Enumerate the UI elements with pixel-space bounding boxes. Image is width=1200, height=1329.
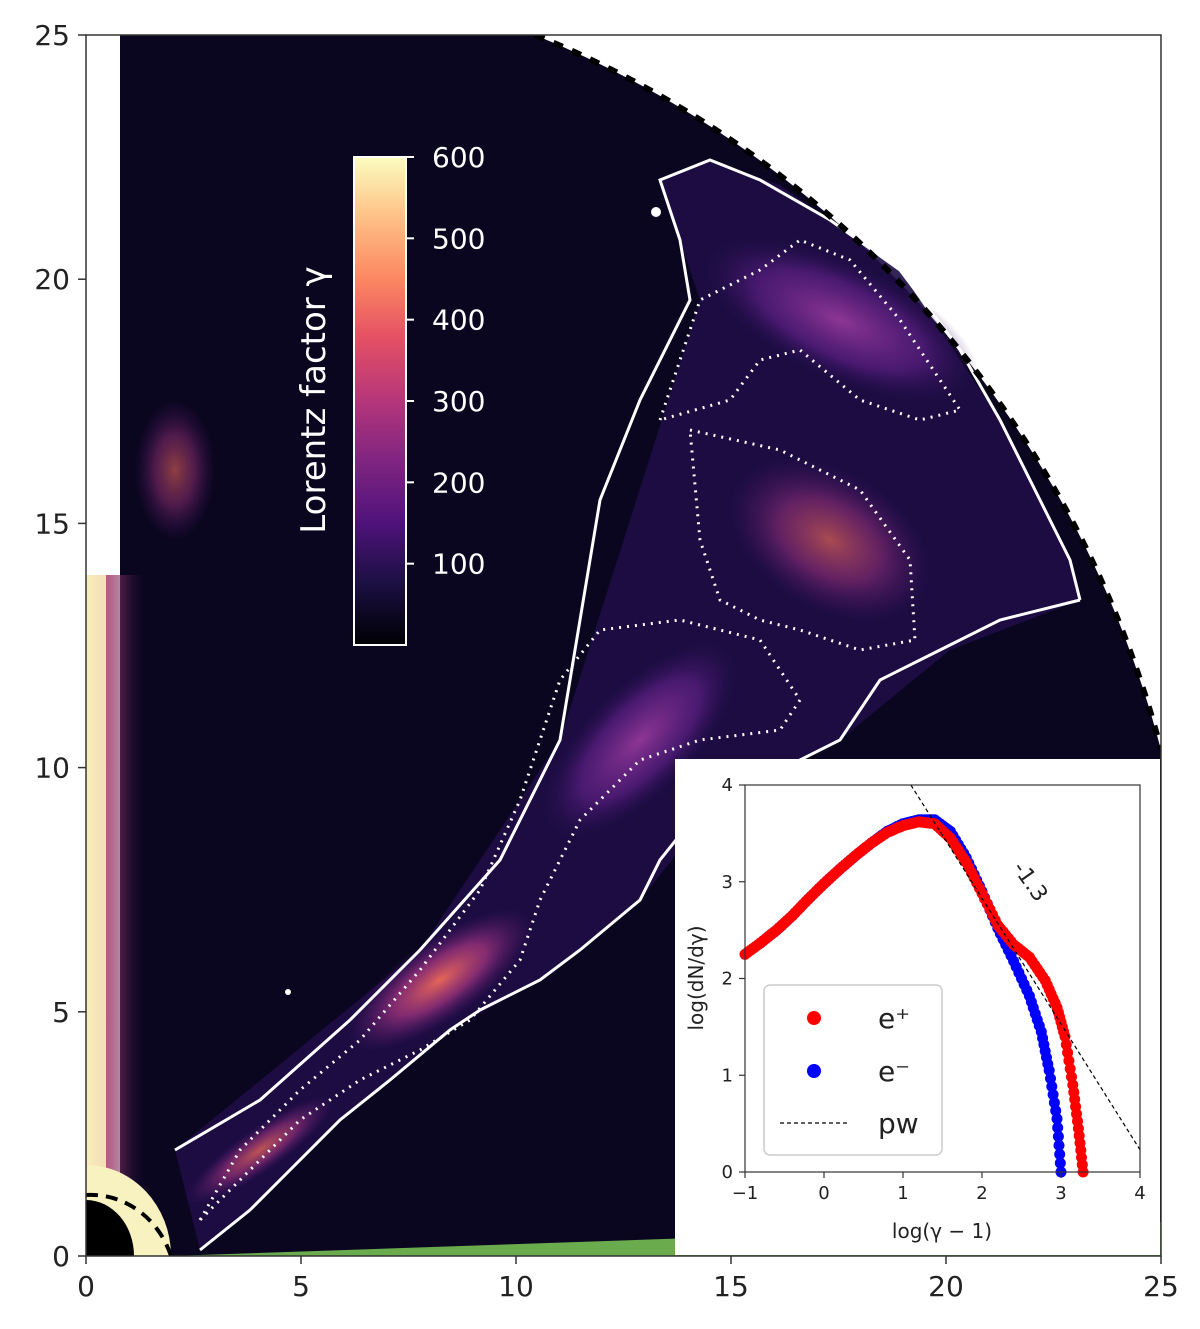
inset-y-tick-label: 0 [722,1162,733,1183]
legend-label-pw: pw [878,1107,919,1140]
data-point-eminus [1051,1113,1063,1125]
inset-legend: e⁺ e⁻ pw [763,984,943,1156]
legend-label-eminus: e⁻ [878,1055,910,1088]
inset-x-tick-label: 3 [1055,1183,1066,1204]
main-frame [85,34,1162,1257]
x-tick-label: 10 [498,1270,534,1303]
inset-x-tick-label: 2 [976,1183,987,1204]
inset-x-tick-label: −1 [732,1183,759,1204]
inset-xlabel: log(γ − 1) [892,1219,992,1243]
inset-y-axis: 0 1 2 3 4 [722,775,745,1183]
y-tick-label: 25 [34,19,70,52]
data-point-eminus [1046,1081,1058,1092]
data-point-eplus [1064,1063,1076,1075]
inset-x-tick-label: 1 [897,1183,908,1204]
data-point-eminus [1053,1139,1065,1151]
data-point-eminus [1054,1157,1066,1169]
y-tick-label: 20 [34,263,70,296]
data-point-eminus [1054,1148,1066,1160]
data-point-eminus [1050,1105,1062,1117]
colorbar-tick-label: 600 [432,141,485,174]
dotted-contour-lower [198,618,802,1222]
inset-x-tick-label: 4 [1134,1183,1145,1204]
dotted-contour-upper [657,238,963,423]
data-point-eminus [1052,1122,1064,1134]
inset-x-tick-label: 0 [818,1183,829,1204]
legend-marker-eminus [807,1064,821,1078]
polar-hotspot [135,400,215,540]
outer-contour-upper [174,158,1082,1152]
data-point-eplus [1060,1039,1072,1051]
jet-blob-upper [701,236,979,404]
x-tick-label: 5 [292,1270,310,1303]
main-y-axis: 0 5 10 15 20 25 [34,19,86,1273]
colorbar-tick-label: 200 [432,466,485,499]
inset-y-tick-label: 2 [722,969,733,990]
power-law-line [910,784,1141,1151]
data-point-eplus [1063,1055,1075,1067]
jet-blob-lower [540,640,740,840]
black-hole [86,1200,134,1256]
inset-y-tick-label: 1 [722,1065,733,1086]
inset-x-axis: −1 0 1 2 3 4 [732,1172,1146,1204]
colorbar-tick-label: 100 [432,548,485,581]
inset-plot-area [739,784,1141,1178]
colorbar-label: Lorentz factor γ [294,266,334,533]
inset-y-tick-label: 4 [722,775,733,796]
jet-blob-knot [347,908,533,1052]
contour-island-small [285,989,291,995]
y-tick-label: 10 [34,752,70,785]
colorbar-tick-label: 400 [432,304,485,337]
main-x-axis: 0 5 10 15 20 25 [77,1256,1179,1303]
jet-blob-middle [728,458,932,622]
polar-axis [86,575,106,1256]
x-tick-label: 20 [928,1270,964,1303]
y-tick-label: 0 [52,1240,70,1273]
colorbar-ticks: 100 200 300 400 500 600 [406,141,485,581]
inset-y-tick-label: 3 [722,872,733,893]
inset-ylabel: log(dN/dγ) [684,925,708,1030]
contour-island [651,207,661,217]
colorbar-tick-label: 500 [432,222,485,255]
legend-marker-eplus [807,1011,821,1025]
legend-box [763,984,943,1156]
colorbar-tick-label: 300 [432,385,485,418]
data-point-eminus [1052,1131,1064,1142]
y-tick-label: 15 [34,507,70,540]
data-point-eminus [1043,1064,1055,1076]
x-tick-label: 0 [77,1270,95,1303]
outer-boundary [533,35,1161,751]
colorbar-gradient [353,156,407,646]
colorbar: 100 200 300 400 500 600 Lorentz factor γ [294,141,485,646]
data-point-eminus [1047,1089,1059,1101]
legend-label-eplus: e⁺ [878,1002,910,1035]
x-tick-label: 25 [1143,1270,1179,1303]
y-tick-label: 5 [52,996,70,1029]
x-tick-label: 15 [713,1270,749,1303]
outer-contour-lower [199,598,1081,1252]
